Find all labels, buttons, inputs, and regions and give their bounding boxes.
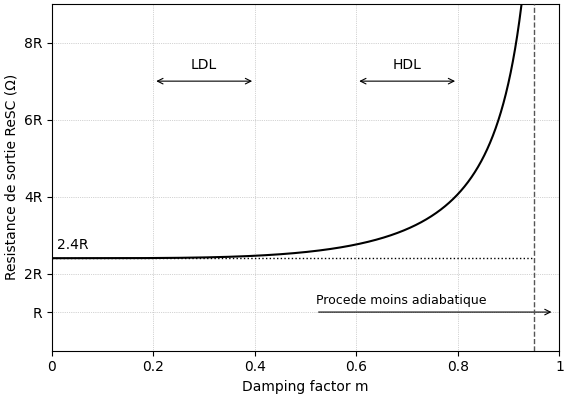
Text: HDL: HDL [392, 58, 421, 72]
Text: Procede moins adiabatique: Procede moins adiabatique [316, 295, 486, 307]
Text: LDL: LDL [191, 58, 218, 72]
Text: 2.4R: 2.4R [57, 238, 89, 252]
X-axis label: Damping factor m: Damping factor m [243, 380, 369, 394]
Y-axis label: Resistance de sortie ReSC (Ω): Resistance de sortie ReSC (Ω) [4, 74, 18, 281]
